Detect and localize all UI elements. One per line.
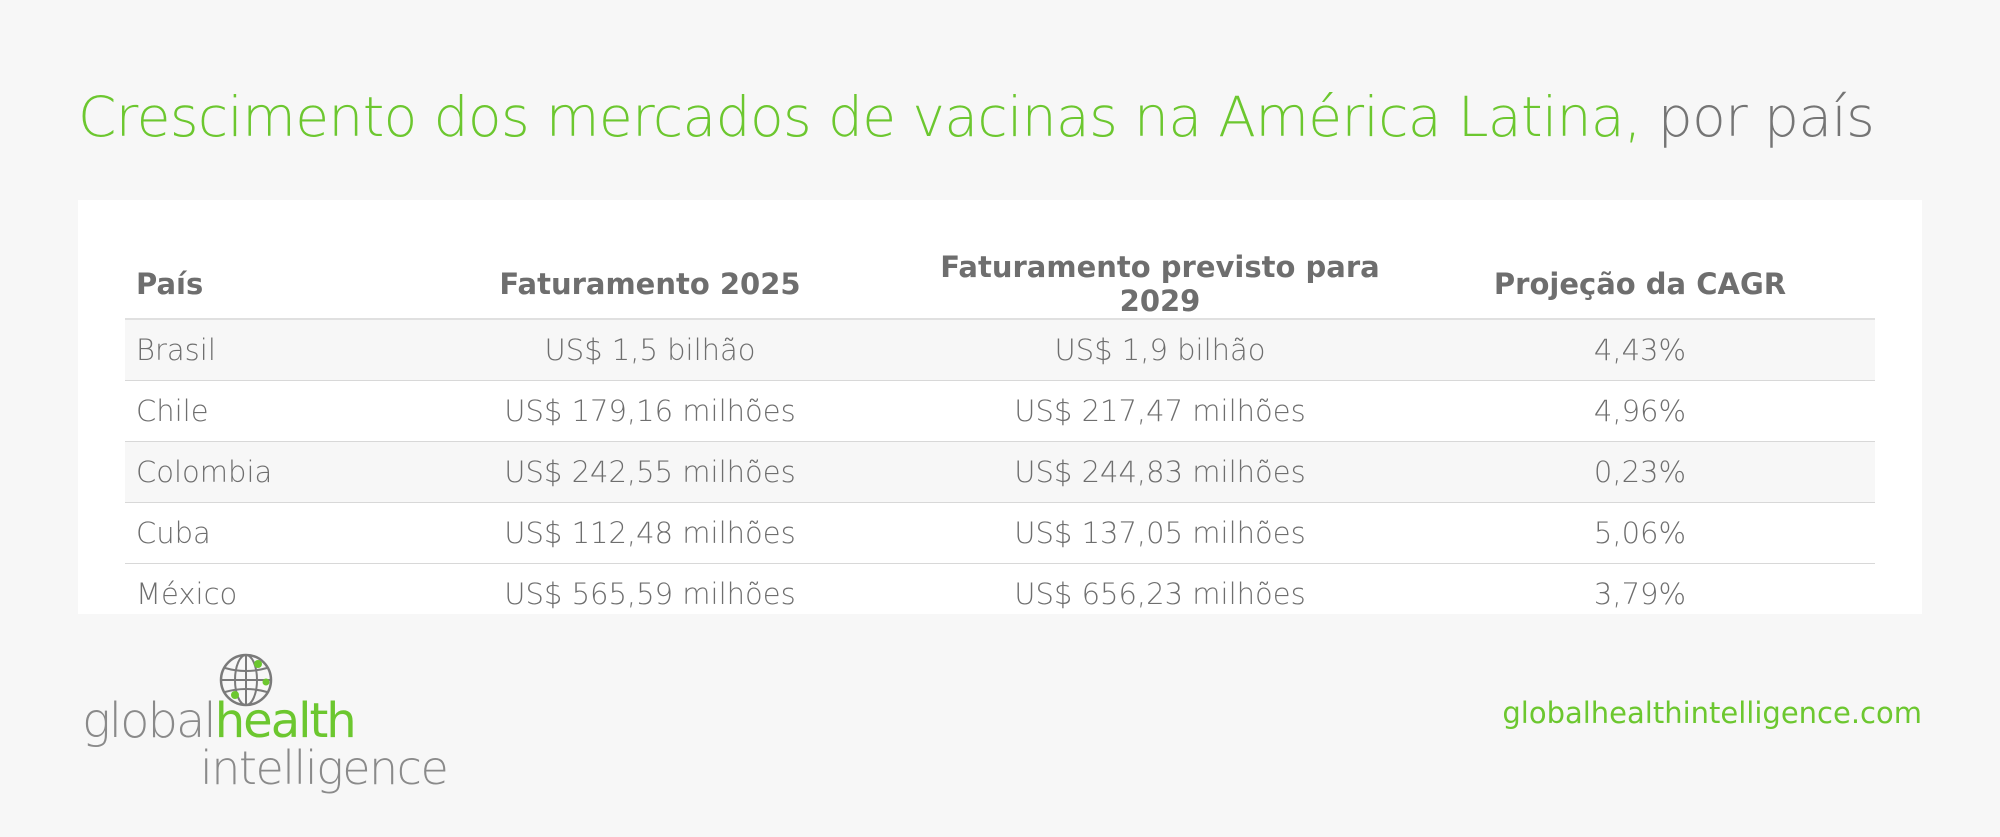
header-row: País Faturamento 2025 Faturamento previs… bbox=[125, 250, 1875, 320]
table-cell: México bbox=[136, 577, 238, 611]
table-cell: Colombia bbox=[125, 441, 385, 503]
logo-intelligence: intelligence bbox=[200, 741, 449, 795]
table-cell: Brasil bbox=[125, 319, 385, 381]
table-cell: US$ 112,48 milhões bbox=[385, 502, 915, 564]
table-cell: US$ 217,47 milhões bbox=[915, 380, 1405, 442]
table-cell: US$ 244,83 milhões bbox=[915, 441, 1405, 503]
table-cell: 3,79% bbox=[1593, 577, 1687, 611]
logo-global: global bbox=[82, 693, 217, 749]
title-main: Crescimento dos mercados de vacinas na A… bbox=[78, 85, 1642, 149]
table-row: Colombia US$ 242,55 milhões US$ 244,83 m… bbox=[125, 441, 1875, 503]
table-cell: 4,43% bbox=[1405, 319, 1875, 381]
table-cell: US$ 179,16 milhões bbox=[385, 380, 915, 442]
logo-health: health bbox=[214, 693, 357, 749]
logo-wordmark-line1: globalhealth bbox=[82, 697, 357, 745]
table-cell: US$ 1,5 bilhão bbox=[385, 319, 915, 381]
table-cell: US$ 656,23 milhões bbox=[1014, 577, 1306, 611]
table-cell: 0,23% bbox=[1405, 441, 1875, 503]
column-header: Faturamento previsto para 2029 bbox=[915, 250, 1405, 320]
table-row: Brasil US$ 1,5 bilhão US$ 1,9 bilhão 4,4… bbox=[125, 319, 1875, 381]
table-cell: 5,06% bbox=[1405, 502, 1875, 564]
table-card: País Faturamento 2025 Faturamento previs… bbox=[78, 200, 1922, 614]
title-sub: por país bbox=[1640, 85, 1875, 149]
brand-logo: globalhealth intelligence bbox=[82, 652, 449, 802]
column-header: País bbox=[125, 250, 385, 320]
table-row: México US$ 565,59 milhões US$ 656,23 mil… bbox=[125, 564, 1875, 625]
page-title: Crescimento dos mercados de vacinas na A… bbox=[78, 85, 1875, 149]
website-url: globalhealthintelligence.com bbox=[1502, 696, 1922, 730]
table-cell: US$ 565,59 milhões bbox=[504, 577, 796, 611]
table-cell: 4,96% bbox=[1405, 380, 1875, 442]
globe-icon bbox=[219, 653, 273, 707]
table-cell: US$ 1,9 bilhão bbox=[915, 319, 1405, 381]
table-row: Cuba US$ 112,48 milhões US$ 137,05 milhõ… bbox=[125, 502, 1875, 564]
column-header: Faturamento 2025 bbox=[385, 250, 915, 320]
table-row: Chile US$ 179,16 milhões US$ 217,47 milh… bbox=[125, 380, 1875, 442]
table-cell: US$ 137,05 milhões bbox=[915, 502, 1405, 564]
column-header: Projeção da CAGR bbox=[1405, 250, 1875, 320]
table-cell: Chile bbox=[125, 380, 385, 442]
vaccine-market-table: País Faturamento 2025 Faturamento previs… bbox=[125, 250, 1875, 624]
table-cell: US$ 242,55 milhões bbox=[385, 441, 915, 503]
table-cell: Cuba bbox=[125, 502, 385, 564]
